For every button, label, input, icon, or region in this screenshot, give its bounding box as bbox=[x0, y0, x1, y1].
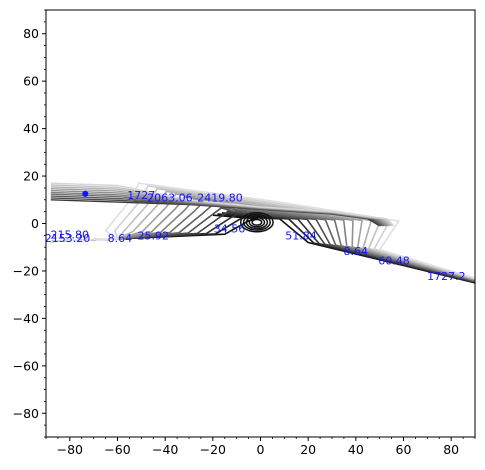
y-tick-label: 80 bbox=[23, 26, 39, 41]
label-markers bbox=[82, 190, 89, 197]
contour-line bbox=[50, 182, 395, 227]
axis-tick-labels: −80 −60 −40 −20 0 20 40 60 80 −80 −60 −40 −20 0 20 40 60… bbox=[13, 26, 460, 457]
y-tick-label: 40 bbox=[23, 121, 39, 136]
contour-label: 1727.2 bbox=[427, 270, 466, 283]
contour-line bbox=[50, 185, 476, 280]
x-tick-label: 60 bbox=[396, 442, 412, 457]
x-tick-label: 80 bbox=[443, 442, 459, 457]
contour-line bbox=[50, 193, 476, 281]
x-tick-label: −60 bbox=[104, 442, 130, 457]
y-tick-label: 60 bbox=[23, 74, 39, 89]
x-tick-label: 0 bbox=[257, 442, 265, 457]
y-tick-label: −60 bbox=[13, 358, 39, 373]
y-tick-label: 20 bbox=[23, 169, 39, 184]
contour-line bbox=[50, 187, 476, 280]
contour-label: 25.92 bbox=[138, 230, 170, 243]
contour-label: 8.64 bbox=[108, 232, 133, 245]
contour-line bbox=[50, 209, 476, 283]
x-tick-label: −80 bbox=[57, 442, 83, 457]
x-tick-label: 20 bbox=[300, 442, 316, 457]
contour-label: 51.84 bbox=[285, 230, 317, 243]
contour-label: 215.80 bbox=[51, 228, 90, 241]
contour-label: 8.64 bbox=[344, 245, 369, 258]
x-tick-label: −20 bbox=[200, 442, 226, 457]
contour-label: 1727 bbox=[127, 189, 155, 202]
label-marker bbox=[82, 190, 89, 197]
x-tick-label: 40 bbox=[348, 442, 364, 457]
y-tick-label: −80 bbox=[13, 406, 39, 421]
contour-loop bbox=[251, 218, 263, 226]
contour-lines bbox=[50, 182, 476, 284]
contour-line bbox=[50, 182, 476, 279]
contour-loop bbox=[248, 217, 266, 228]
x-tick-label: −40 bbox=[152, 442, 178, 457]
y-tick-label: −40 bbox=[13, 311, 39, 326]
y-tick-label: 0 bbox=[31, 216, 39, 231]
contour-loop bbox=[245, 215, 269, 230]
y-tick-label: −20 bbox=[13, 263, 39, 278]
contour-loop bbox=[242, 213, 271, 231]
axis-ticks bbox=[42, 9, 476, 441]
contour-label: 2063.06 bbox=[147, 192, 193, 205]
contour-label: 2419.80 bbox=[197, 192, 243, 205]
contour-label: 34.56 bbox=[214, 222, 246, 235]
contour-loop bbox=[239, 212, 274, 233]
contour-line bbox=[50, 212, 476, 283]
contour-label: 60.48 bbox=[378, 255, 410, 268]
contour-line bbox=[50, 190, 476, 280]
contour-line bbox=[50, 196, 476, 281]
contour-label: 2153.20 bbox=[45, 232, 91, 245]
